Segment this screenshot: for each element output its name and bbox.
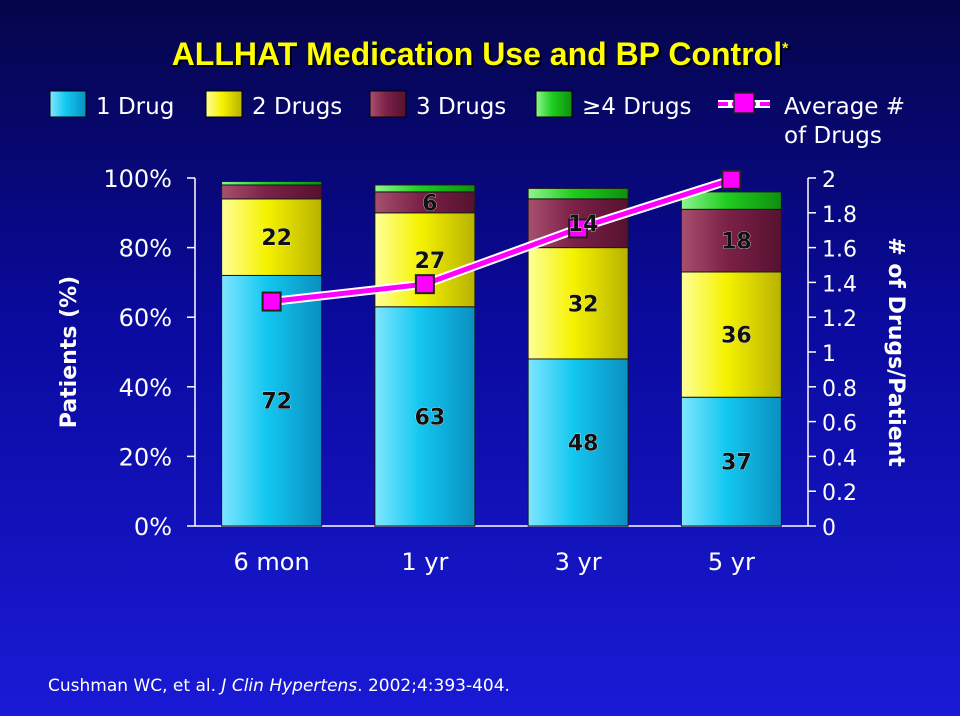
- labels: 72 22 63 27 6 48 32 14 37 36 18: [261, 191, 752, 476]
- legend-label-average-line-1: Average #: [784, 94, 905, 120]
- legend: 1 Drug 2 Drugs 3 Drugs ≥4 Drugs Average # of …: [49, 90, 905, 149]
- citation-journal: J Clin Hypertens: [221, 676, 358, 696]
- legend-swatch-2-drugs: [205, 90, 243, 118]
- chart-title-text: ALLHAT Medication Use and BP Control: [171, 36, 783, 72]
- bar-1-drug-3-yr: [527, 358, 629, 527]
- data-label: 14: [568, 212, 599, 237]
- y2-tick-label: 0.8: [822, 377, 857, 402]
- data-label: 63: [415, 405, 446, 430]
- y2-tick-label: 0: [822, 516, 836, 541]
- y2-axis-title: # of Drugs/Patient: [883, 237, 908, 467]
- bar-3-drugs-5-yr: [680, 208, 782, 273]
- y-tick-label: 100%: [103, 165, 172, 193]
- bar-2-drugs-6-mon: [221, 198, 323, 276]
- legend-swatch-1-drug: [49, 90, 87, 118]
- bar-3-drugs-6-mon: [221, 184, 323, 200]
- y-tick-label: 60%: [119, 304, 172, 332]
- y2-tick-label: 1: [822, 342, 836, 367]
- x-tick-label: 3 yr: [555, 548, 602, 576]
- data-label: 37: [721, 451, 752, 476]
- average-marker: [721, 169, 742, 190]
- title-footnote-marker: *: [782, 40, 789, 58]
- average-line-outline: [271, 175, 733, 307]
- data-label: 32: [568, 292, 599, 317]
- bar-2-drugs-5-yr: [680, 271, 782, 398]
- data-label: 6: [422, 191, 437, 216]
- x-tick-label: 5 yr: [708, 548, 755, 576]
- y2-tick-label: 0.2: [822, 481, 857, 506]
- y2-tick-label: 0.4: [822, 446, 857, 471]
- average-marker: [568, 218, 589, 239]
- legend-line-marker: [733, 92, 755, 114]
- bar-2-drugs-3-yr: [527, 247, 629, 360]
- legend-label-1-drug: 1 Drug: [96, 94, 174, 120]
- data-label: 48: [568, 431, 599, 456]
- data-label: 72: [261, 390, 292, 415]
- bar-4-drugs-6-mon: [221, 180, 323, 186]
- legend-swatch-3-drugs: [369, 90, 407, 118]
- average-marker: [261, 291, 282, 312]
- legend-swatch-4-drugs: [535, 90, 573, 118]
- data-label: 18: [721, 230, 752, 255]
- citation-details: . 2002;4:393-404.: [357, 676, 510, 696]
- y-axis-title: Patients (%): [57, 276, 82, 428]
- data-label: 36: [721, 324, 752, 349]
- data-label: 27: [415, 249, 446, 274]
- bar-4-drugs-1-yr: [374, 184, 476, 193]
- data-label: 22: [261, 226, 292, 251]
- citation: Cushman WC, et al. J Clin Hypertens. 200…: [48, 676, 510, 696]
- bar-4-drugs-3-yr: [527, 187, 629, 200]
- axes: 0% 20% 40% 60% 80% 100% Patients (%) 0 0.2 0.4 0.6…: [57, 165, 908, 576]
- y2-tick-label: 1.8: [822, 203, 857, 228]
- bar-1-drug-6-mon: [221, 274, 323, 527]
- y-tick-label: 0%: [134, 513, 172, 541]
- chart-title: ALLHAT Medication Use and BP Control*: [0, 36, 960, 73]
- legend-label-4-drugs: ≥4 Drugs: [582, 94, 692, 120]
- legend-label-2-drugs: 2 Drugs: [252, 94, 342, 120]
- bar-4-drugs-5-yr: [680, 191, 782, 210]
- bar-1-drug-5-yr: [680, 396, 782, 527]
- citation-authors: Cushman WC, et al.: [48, 676, 216, 696]
- average-drugs-line: [261, 169, 742, 312]
- average-marker: [414, 274, 435, 295]
- legend-label-average-line-2: of Drugs: [784, 123, 882, 149]
- y2-tick-label: 2: [822, 168, 836, 193]
- bar-1-drug-1-yr: [374, 306, 476, 527]
- y2-tick-label: 1.4: [822, 272, 857, 297]
- y2-tick-label: 0.6: [822, 412, 857, 437]
- legend-label-3-drugs: 3 Drugs: [416, 94, 506, 120]
- y2-tick-label: 1.6: [822, 238, 857, 263]
- average-line: [271, 177, 733, 305]
- x-tick-label: 6 mon: [234, 548, 310, 576]
- bars: [221, 180, 782, 527]
- y2-tick-label: 1.2: [822, 307, 857, 332]
- x-tick-label: 1 yr: [401, 548, 448, 576]
- y-tick-label: 20%: [119, 443, 172, 471]
- y-tick-label: 80%: [119, 235, 172, 263]
- y-tick-label: 40%: [119, 374, 172, 402]
